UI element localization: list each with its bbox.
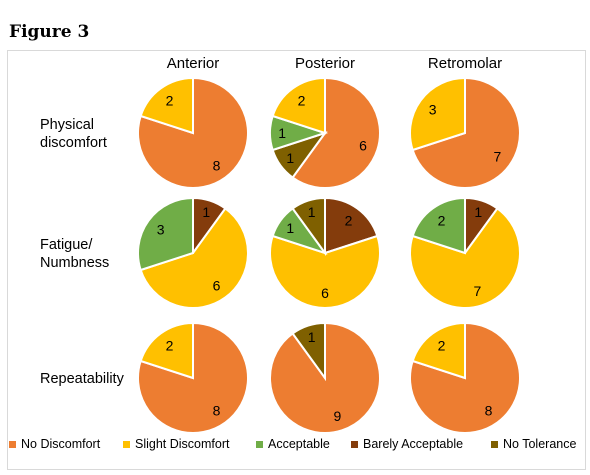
pie-slice-repeatability-posterior-no-tolerance — [291, 321, 326, 382]
data-label-fatigue-numbness-posterior-barely-acceptable: 2 — [345, 213, 353, 229]
data-label-physical-discomfort-retromolar-no-discomfort: 7 — [494, 149, 502, 165]
legend-swatch-slight-discomfort — [123, 441, 130, 448]
data-label-fatigue-numbness-anterior-slight-discomfort: 6 — [213, 277, 221, 293]
legend-swatch-no-discomfort — [9, 441, 16, 448]
legend-label-no-tolerance: No Tolerance — [503, 437, 576, 451]
pie-slice-fatigue-numbness-posterior-no-tolerance — [291, 196, 326, 257]
data-label-repeatability-posterior-no-discomfort: 9 — [334, 408, 342, 424]
pie-slice-physical-discomfort-retromolar-no-discomfort — [411, 76, 521, 189]
row-label-2: Numbness — [40, 255, 109, 271]
pie-slice-fatigue-numbness-anterior-slight-discomfort — [139, 207, 249, 309]
pie-slice-repeatability-anterior-slight-discomfort — [139, 321, 194, 380]
pie-slice-fatigue-numbness-retromolar-slight-discomfort — [409, 207, 521, 309]
data-label-repeatability-anterior-slight-discomfort: 2 — [166, 338, 174, 354]
data-label-fatigue-numbness-retromolar-acceptable: 2 — [438, 213, 446, 229]
pie-slice-physical-discomfort-posterior-slight-discomfort — [271, 76, 326, 135]
pie-slice-physical-discomfort-posterior-no-discomfort — [291, 76, 381, 189]
legend-label-no-discomfort: No Discomfort — [21, 437, 101, 451]
data-label-fatigue-numbness-retromolar-barely-acceptable: 1 — [474, 204, 482, 220]
data-label-repeatability-posterior-no-tolerance: 1 — [308, 329, 316, 345]
row-label-1: discomfort — [40, 135, 107, 151]
data-label-physical-discomfort-anterior-no-discomfort: 8 — [213, 157, 221, 173]
pie-slice-fatigue-numbness-retromolar-acceptable — [411, 196, 466, 255]
legend-label-barely-acceptable: Barely Acceptable — [363, 437, 463, 451]
figure-title: Figure 3 — [9, 22, 90, 42]
legend-swatch-acceptable — [256, 441, 263, 448]
pie-slice-repeatability-retromolar-slight-discomfort — [411, 321, 466, 380]
data-label-fatigue-numbness-posterior-no-tolerance: 1 — [308, 204, 316, 220]
pie-slice-physical-discomfort-retromolar-slight-discomfort — [409, 76, 466, 152]
data-label-physical-discomfort-posterior-no-tolerance: 1 — [286, 150, 294, 166]
row-label-2: Fatigue/ — [40, 237, 93, 253]
data-label-fatigue-numbness-anterior-barely-acceptable: 1 — [202, 204, 210, 220]
data-label-physical-discomfort-posterior-acceptable: 1 — [278, 125, 286, 141]
data-label-physical-discomfort-posterior-no-discomfort: 6 — [359, 137, 367, 153]
data-label-fatigue-numbness-retromolar-slight-discomfort: 7 — [474, 283, 482, 299]
data-label-fatigue-numbness-posterior-slight-discomfort: 6 — [321, 285, 329, 301]
column-title-retromolar: Retromolar — [428, 55, 502, 72]
column-title-anterior: Anterior — [167, 55, 220, 72]
data-label-physical-discomfort-retromolar-slight-discomfort: 3 — [429, 102, 437, 118]
legend-swatch-no-tolerance — [491, 441, 498, 448]
data-label-repeatability-retromolar-slight-discomfort: 2 — [438, 338, 446, 354]
legend-label-acceptable: Acceptable — [268, 437, 330, 451]
data-label-fatigue-numbness-anterior-acceptable: 3 — [157, 222, 165, 238]
data-label-repeatability-anterior-no-discomfort: 8 — [213, 402, 221, 418]
data-label-physical-discomfort-anterior-slight-discomfort: 2 — [166, 93, 174, 109]
row-label-1: Physical — [40, 117, 94, 133]
row-label-3: Repeatability — [40, 371, 125, 387]
pie-slice-fatigue-numbness-anterior-acceptable — [137, 196, 194, 272]
pie-slice-physical-discomfort-anterior-slight-discomfort — [139, 76, 194, 135]
legend-label-slight-discomfort: Slight Discomfort — [135, 437, 230, 451]
data-label-repeatability-retromolar-no-discomfort: 8 — [485, 402, 493, 418]
column-title-posterior: Posterior — [295, 55, 355, 72]
data-label-physical-discomfort-posterior-slight-discomfort: 2 — [298, 93, 306, 109]
data-label-fatigue-numbness-posterior-acceptable: 1 — [286, 220, 294, 236]
pie-slice-fatigue-numbness-posterior-slight-discomfort — [269, 234, 381, 309]
legend-swatch-barely-acceptable — [351, 441, 358, 448]
